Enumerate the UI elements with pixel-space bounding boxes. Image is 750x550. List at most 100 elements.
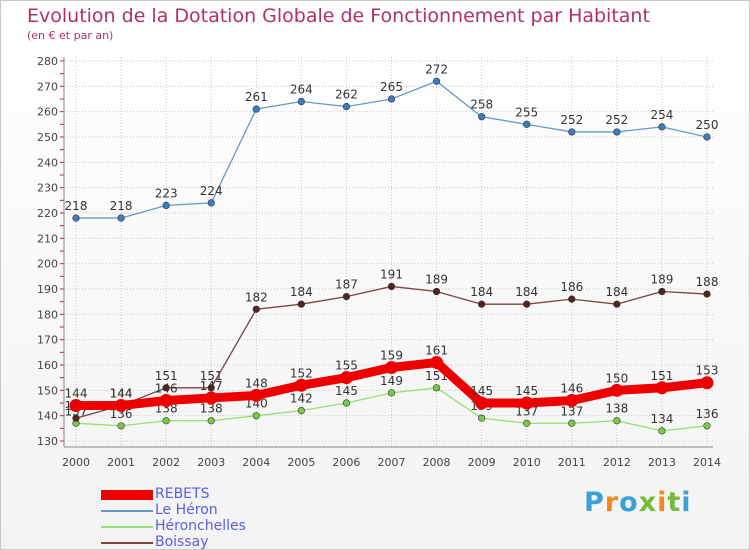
data-label: 252 xyxy=(560,113,583,127)
data-label: 189 xyxy=(650,273,673,287)
data-point xyxy=(655,381,669,395)
data-label: 161 xyxy=(425,343,448,357)
y-tick-label: 220 xyxy=(37,207,58,220)
x-tick-label: 2001 xyxy=(107,456,135,469)
legend-label: Héronchelles xyxy=(155,518,246,534)
logo-letter: i xyxy=(681,487,692,518)
data-label: 262 xyxy=(335,88,358,102)
data-point xyxy=(249,388,263,402)
data-point xyxy=(69,399,83,413)
data-label: 145 xyxy=(335,384,358,398)
data-point xyxy=(658,287,666,296)
legend-swatch xyxy=(101,542,153,544)
data-point xyxy=(432,287,441,296)
x-tick-label: 2003 xyxy=(197,456,225,469)
x-tick-label: 2010 xyxy=(513,456,541,469)
data-point xyxy=(703,133,711,141)
x-tick-label: 2007 xyxy=(378,456,406,469)
data-label: 136 xyxy=(110,407,133,421)
y-tick-label: 230 xyxy=(37,182,58,195)
y-tick-label: 160 xyxy=(37,359,58,372)
y-tick-label: 260 xyxy=(37,106,58,119)
data-label: 148 xyxy=(245,376,268,390)
data-point xyxy=(72,414,80,422)
data-label: 188 xyxy=(696,275,719,289)
data-label: 137 xyxy=(515,404,538,418)
data-point xyxy=(297,300,305,308)
x-tick-label: 2014 xyxy=(693,456,721,469)
data-label: 146 xyxy=(155,381,178,395)
data-label: 191 xyxy=(380,267,403,281)
data-label: 252 xyxy=(605,113,628,127)
data-label: 184 xyxy=(515,285,538,299)
data-point xyxy=(117,214,125,222)
data-point xyxy=(700,376,714,390)
data-label: 144 xyxy=(65,387,88,401)
data-point xyxy=(114,399,128,413)
data-point xyxy=(568,295,576,303)
data-point xyxy=(207,199,215,207)
chart-title: Evolution de la Dotation Globale de Fonc… xyxy=(27,5,650,27)
data-point xyxy=(252,105,260,113)
data-point xyxy=(162,201,170,209)
data-label: 258 xyxy=(470,98,493,112)
proxiti-logo: Proxiti xyxy=(584,487,692,518)
data-label: 153 xyxy=(696,364,719,378)
x-tick-label: 2009 xyxy=(468,456,496,469)
x-tick-label: 2008 xyxy=(423,456,451,469)
data-point xyxy=(342,293,351,301)
data-point xyxy=(610,383,624,397)
legend-label: Boissay xyxy=(155,534,209,550)
data-label: 144 xyxy=(110,387,133,401)
data-label: 146 xyxy=(560,381,583,395)
data-point xyxy=(568,128,576,136)
x-tick-label: 2013 xyxy=(648,456,676,469)
data-point xyxy=(387,389,396,397)
data-point xyxy=(294,378,308,392)
data-label: 224 xyxy=(200,184,223,198)
data-label: 144 xyxy=(110,387,133,401)
data-point xyxy=(342,399,351,407)
data-label: 152 xyxy=(290,366,313,380)
data-point xyxy=(342,102,351,111)
legend-swatch xyxy=(101,490,153,500)
data-point xyxy=(207,417,215,425)
data-label: 182 xyxy=(245,290,268,304)
data-label: 272 xyxy=(425,62,448,76)
data-label: 184 xyxy=(470,285,493,299)
x-tick-label: 2005 xyxy=(287,456,315,469)
data-label: 184 xyxy=(290,285,313,299)
data-point xyxy=(523,120,531,128)
data-point xyxy=(162,384,170,392)
data-label: 145 xyxy=(470,384,493,398)
data-point xyxy=(658,123,666,131)
legend-label: Le Héron xyxy=(155,502,218,518)
data-point xyxy=(658,427,666,435)
data-point xyxy=(613,128,621,136)
data-label: 142 xyxy=(290,392,313,406)
data-point xyxy=(565,393,579,407)
data-point xyxy=(478,414,486,422)
data-label: 186 xyxy=(560,280,583,294)
data-label: 254 xyxy=(650,108,673,122)
y-tick-label: 250 xyxy=(37,131,58,144)
data-point xyxy=(159,393,173,407)
logo-letter: o xyxy=(619,487,639,518)
legend-swatch xyxy=(101,510,153,512)
logo-letter: P xyxy=(584,487,605,518)
data-point xyxy=(478,300,486,308)
data-point xyxy=(523,300,531,308)
y-tick-label: 170 xyxy=(37,334,58,347)
data-point xyxy=(339,371,353,385)
data-label: 151 xyxy=(200,369,223,383)
data-point xyxy=(523,419,531,427)
x-tick-label: 2012 xyxy=(603,456,631,469)
y-tick-label: 270 xyxy=(37,80,58,93)
y-tick-label: 210 xyxy=(37,232,58,245)
y-tick-label: 150 xyxy=(37,384,58,397)
data-point xyxy=(252,412,260,420)
data-point xyxy=(432,384,441,392)
data-point xyxy=(568,419,576,427)
